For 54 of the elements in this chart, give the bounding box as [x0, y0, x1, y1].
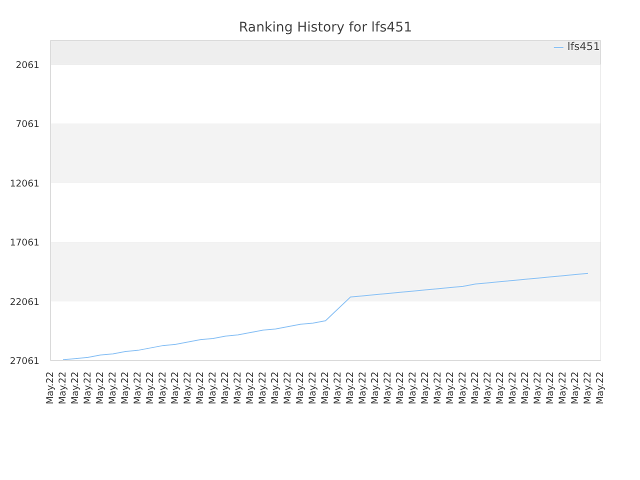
- x-tick-label: May.22: [45, 371, 56, 404]
- x-tick-label: May.22: [520, 371, 531, 404]
- y-tick-label: 7061: [16, 119, 40, 130]
- y-tick-label: 27061: [10, 356, 40, 367]
- x-tick-label: May.22: [145, 371, 156, 404]
- x-tick-label: May.22: [82, 371, 94, 404]
- x-tick-label: May.22: [482, 371, 494, 404]
- x-tick-label: May.22: [458, 371, 468, 404]
- x-tick-label: May.22: [395, 371, 406, 404]
- x-tick-label: May.22: [332, 371, 344, 404]
- x-tick-label: May.22: [232, 371, 244, 404]
- x-tick-label: May.22: [545, 371, 556, 404]
- x-tick-label: May.22: [70, 371, 81, 404]
- x-tick-label: May.22: [282, 371, 294, 404]
- x-tick-label: May.22: [208, 371, 218, 404]
- x-tick-label: May.22: [195, 371, 206, 404]
- x-tick-label: May.22: [308, 371, 318, 404]
- y-tick-label: 12061: [10, 178, 40, 190]
- legend-label: lfs451: [567, 40, 600, 53]
- x-tick-label: May.22: [95, 371, 106, 404]
- x-tick-label: May.22: [258, 371, 268, 404]
- x-tick-label: May.22: [445, 371, 456, 404]
- x-tick-label: May.22: [170, 371, 181, 404]
- x-tick-label: May.22: [370, 371, 381, 404]
- x-tick-label: May.22: [132, 371, 144, 404]
- x-tick-label: May.22: [508, 371, 518, 404]
- x-tick-label: May.22: [582, 371, 594, 404]
- x-tick-label: May.22: [570, 371, 581, 404]
- y-tick-label: 2061: [16, 60, 40, 71]
- x-tick-label: May.22: [245, 371, 256, 404]
- x-tick-label: May.22: [408, 371, 418, 404]
- x-tick-label: May.22: [382, 371, 394, 404]
- x-tick-label: May.22: [358, 371, 368, 404]
- x-tick-label: May.22: [220, 371, 231, 404]
- y-tick-label: 17061: [10, 238, 40, 249]
- x-tick-label: May.22: [158, 371, 168, 404]
- x-tick-label: May.22: [345, 371, 356, 404]
- x-tick-label: May.22: [470, 371, 481, 404]
- x-tick-label: May.22: [270, 371, 281, 404]
- chart-title: Ranking History for lfs451: [238, 20, 412, 36]
- x-tick-label: May.22: [495, 371, 506, 404]
- x-tick-label: May.22: [295, 371, 306, 404]
- x-tick-label: May.22: [58, 371, 68, 404]
- x-tick-label: May.22: [558, 371, 568, 404]
- x-tick-label: May.22: [320, 371, 331, 404]
- x-tick-label: May.22: [532, 371, 544, 404]
- x-tick-label: May.22: [120, 371, 131, 404]
- x-tick-label: May.22: [432, 371, 444, 404]
- x-tick-label: May.22: [182, 371, 194, 404]
- x-tick-label: May.22: [420, 371, 431, 404]
- line-series: [62, 272, 588, 360]
- x-tick-label: May.22: [108, 371, 118, 404]
- x-tick-label: May.22: [595, 371, 606, 404]
- y-tick-label: 22061: [10, 296, 40, 308]
